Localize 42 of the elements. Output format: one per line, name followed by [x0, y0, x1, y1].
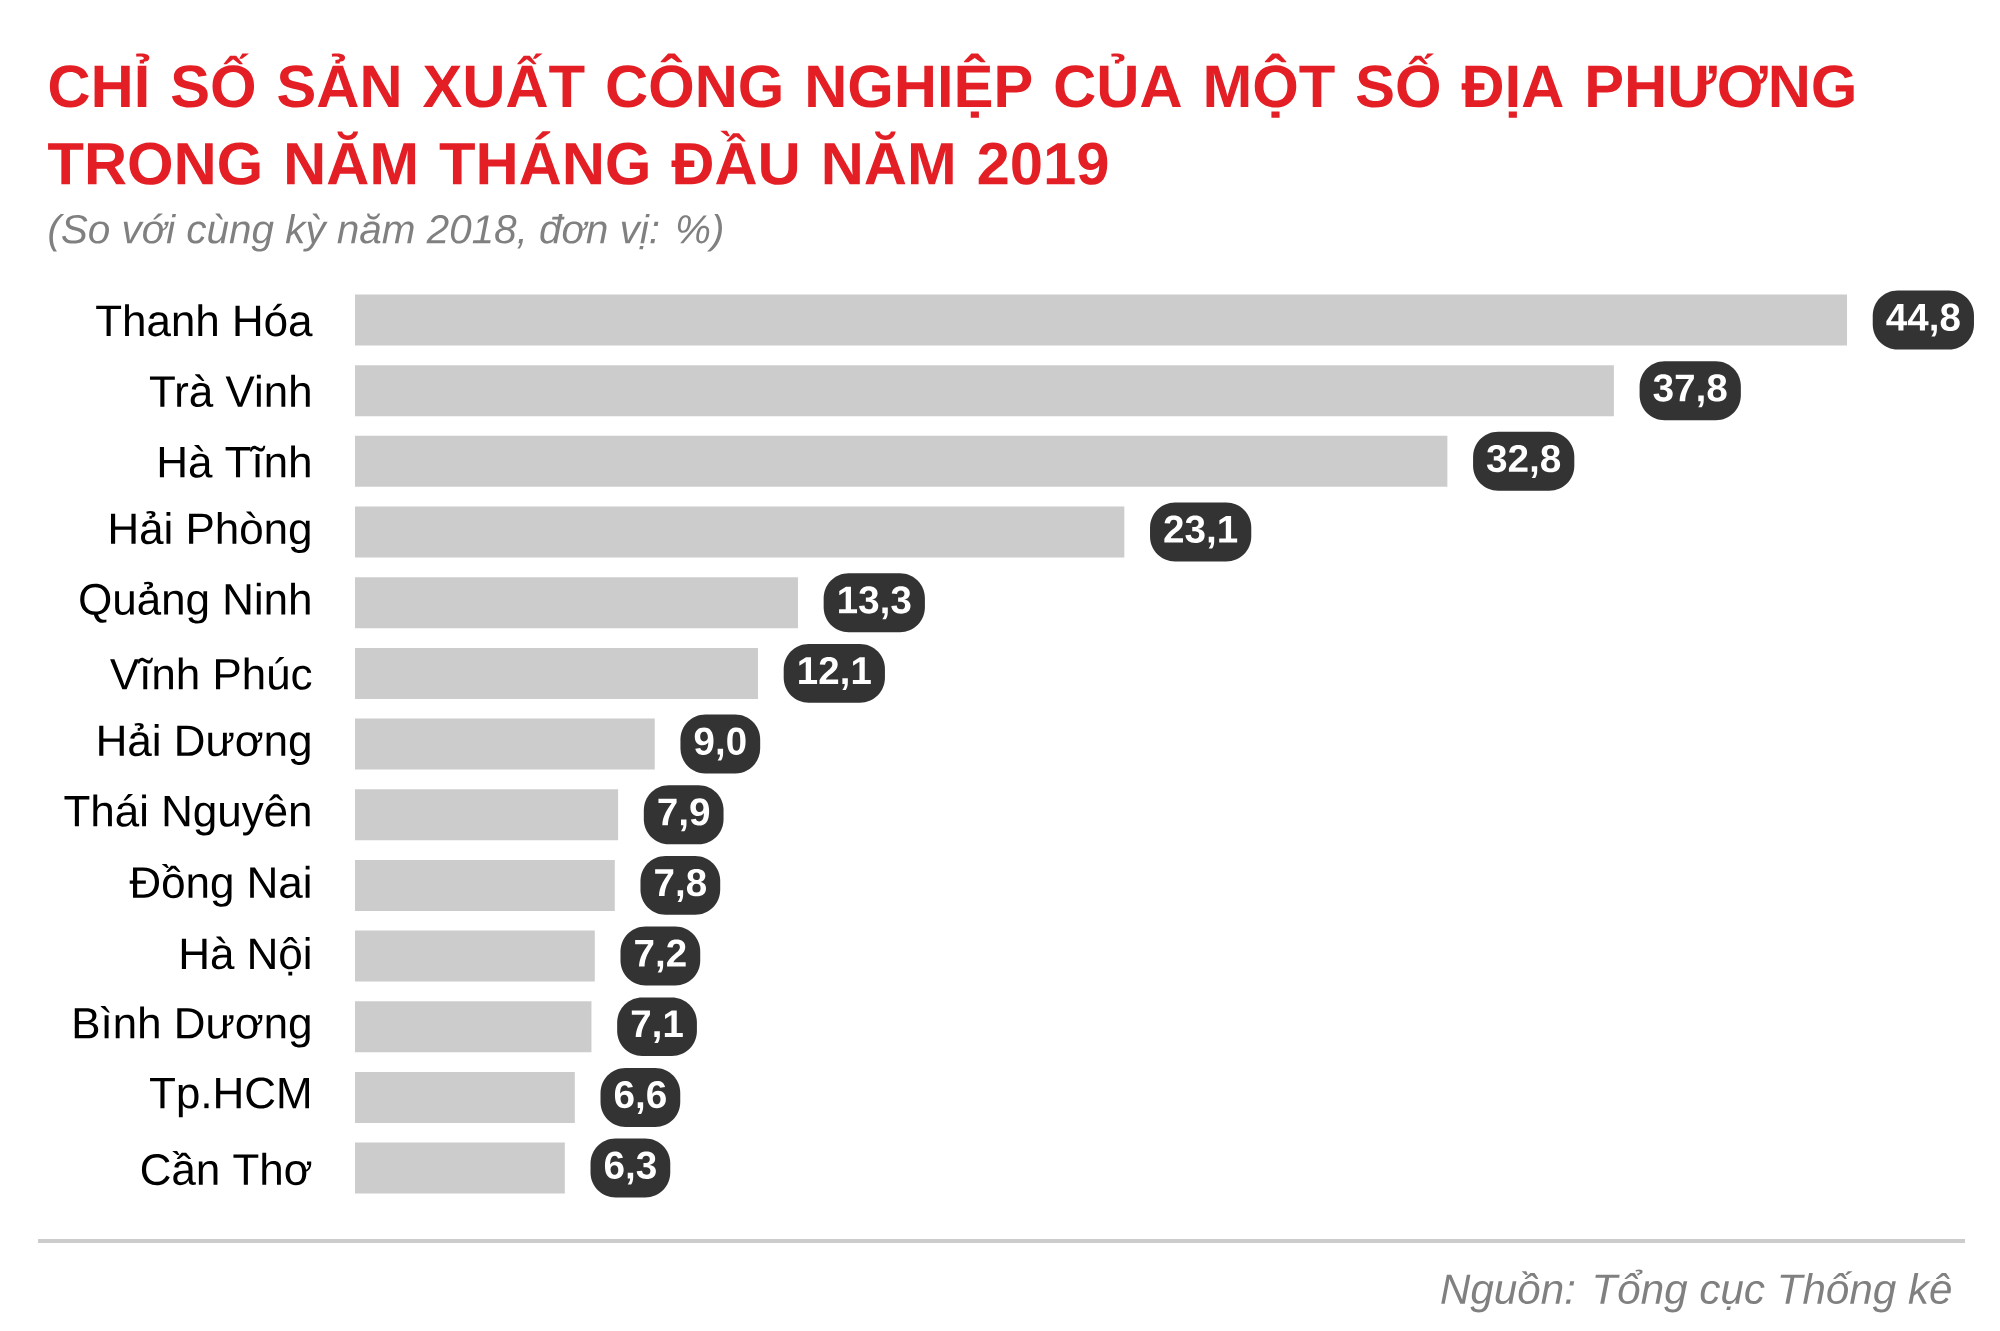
bar — [355, 859, 615, 911]
data-label: 9,0 — [694, 727, 746, 761]
data-label: 44,8 — [1886, 303, 1960, 337]
y-tick-label: Đồng Nai — [129, 863, 310, 907]
bar — [355, 789, 619, 841]
data-label: 12,1 — [799, 656, 871, 690]
y-tick-label: Hà Nội — [181, 936, 310, 976]
y-tick-label: Cần Thơ — [141, 1150, 312, 1186]
bar — [355, 718, 655, 770]
data-label: 32,8 — [1486, 444, 1561, 478]
y-tick-label: Quảng Ninh — [80, 581, 310, 624]
y-tick-label: Tp.HCM — [150, 1077, 309, 1118]
bar — [355, 365, 1614, 417]
data-label: 6,6 — [614, 1080, 666, 1114]
bar — [355, 1142, 565, 1194]
y-tick-label: Hà Tĩnh — [159, 444, 310, 478]
chart-title: CHỈ SỐ SẢN XUẤT CÔNG NGHIỆP CỦA MỘT SỐ ĐỊA PHƯƠNG TRONG NĂM THÁNG ĐẦU NĂM 2019 — [48, 53, 1854, 185]
bar — [355, 647, 758, 699]
y-tick-label: Vĩnh Phúc — [110, 656, 312, 690]
text: Nguồn: Tổng cục Thống kê — [1441, 1269, 1951, 1313]
data-label: 37,8 — [1653, 374, 1727, 408]
bar — [355, 506, 1125, 558]
chart-subtitle: (So với cùng kỳ năm 2018, đơn vị: %) — [49, 213, 722, 252]
y-tick-label: Thái Nguyên — [64, 793, 310, 836]
bar — [355, 1001, 592, 1053]
data-label: 6,3 — [604, 1151, 656, 1185]
bar — [355, 930, 595, 982]
bar — [355, 294, 1848, 346]
y-tick-label: Thanh Hóa — [96, 303, 313, 337]
bar — [355, 1071, 575, 1123]
data-label: 7,9 — [658, 798, 710, 832]
bar — [355, 577, 798, 629]
data-label: 7,8 — [655, 868, 707, 902]
y-tick-label: Hải Dương — [99, 723, 310, 765]
data-label: 13,3 — [839, 586, 911, 620]
bar — [355, 435, 1448, 487]
data-label: 7,1 — [631, 1010, 683, 1044]
y-tick-label: Hải Phòng — [111, 511, 310, 553]
y-tick-label: Bình Dương — [74, 1005, 310, 1048]
y-tick-label: Trà Vinh — [149, 374, 310, 408]
data-label: 23,1 — [1164, 515, 1238, 549]
data-label: 7,2 — [635, 939, 686, 973]
